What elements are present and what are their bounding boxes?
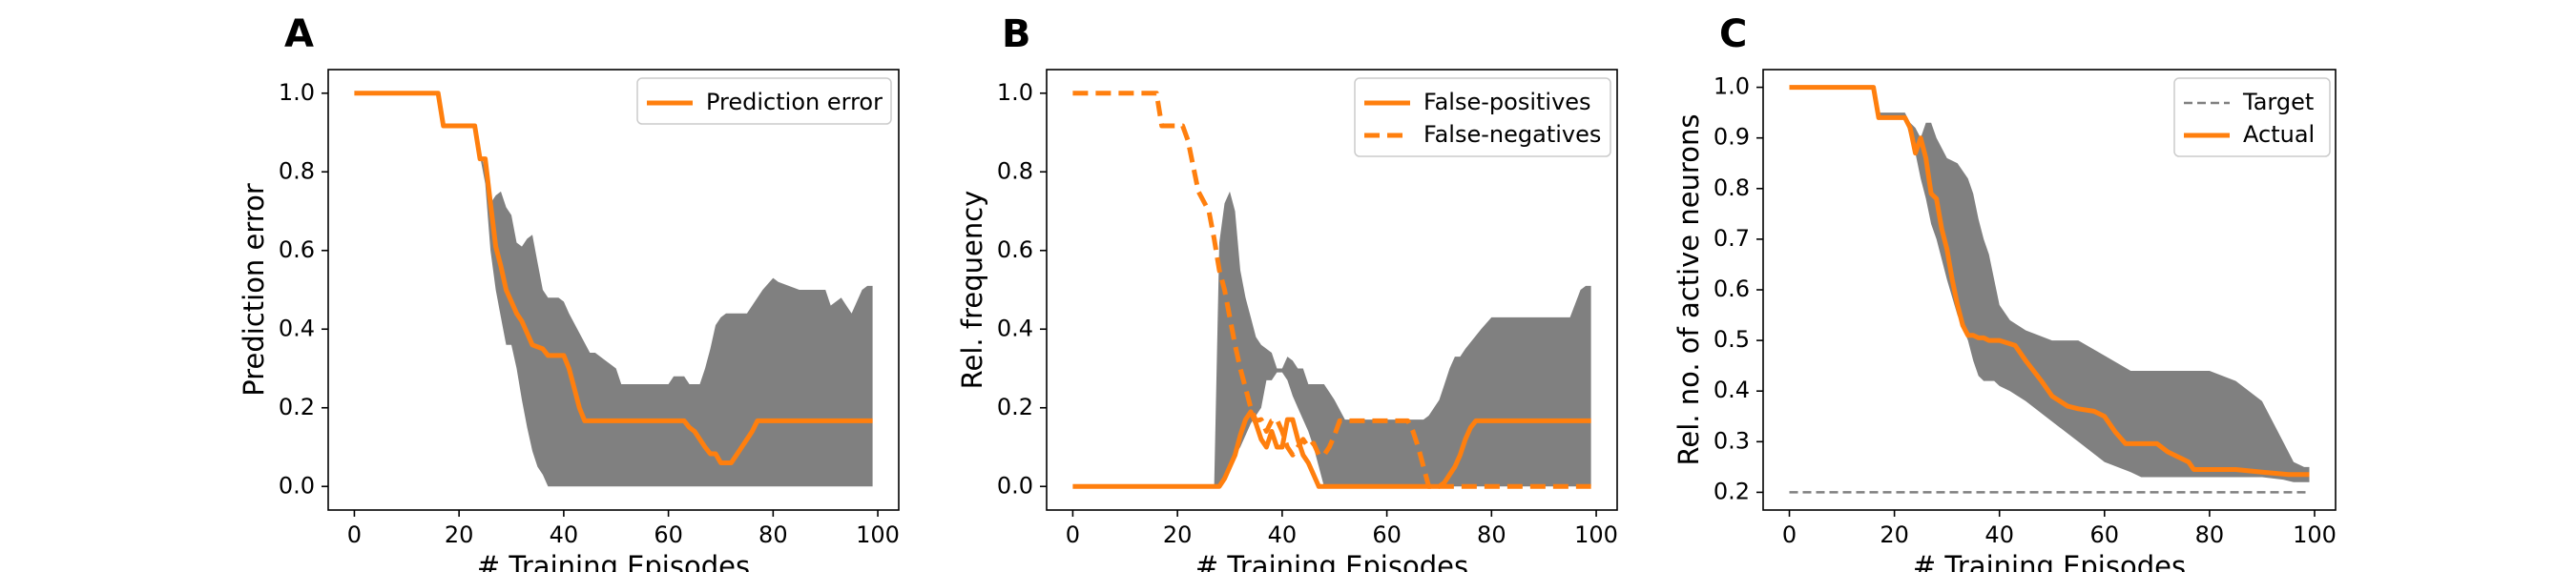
legend-entry: False-negatives <box>1423 121 1601 148</box>
x-tick-label: 20 <box>445 521 474 548</box>
panel-label: A <box>284 12 314 56</box>
legend-box <box>636 77 892 125</box>
y-tick-label: 0.7 <box>1714 225 1750 252</box>
x-tick-label: 100 <box>1574 521 1618 548</box>
panel-label: B <box>1002 12 1031 56</box>
chart-panel-b: B 0 20 40 60 80 100 0.0 0.2 0.4 0.6 0.8 1.0 # Trainin… <box>956 12 1618 572</box>
legend-entry: Target <box>2242 89 2314 115</box>
x-tick-label: 0 <box>347 521 362 548</box>
y-tick-label: 1.0 <box>997 79 1033 106</box>
x-axis-label: # Training Episodes <box>1195 550 1468 572</box>
y-axis-label: Prediction error <box>238 183 270 397</box>
y-tick-label: 0.5 <box>1714 326 1750 353</box>
y-tick-label: 1.0 <box>279 79 315 106</box>
y-tick-label: 0.0 <box>997 472 1033 499</box>
x-tick-label: 20 <box>1163 521 1193 548</box>
x-tick-label: 40 <box>1268 521 1298 548</box>
legend: Target Actual <box>2173 77 2331 157</box>
y-tick-label: 0.4 <box>279 315 315 341</box>
x-tick-label: 20 <box>1880 521 1909 548</box>
x-tick-label: 40 <box>1984 521 2014 548</box>
x-tick-label: 0 <box>1066 521 1080 548</box>
y-tick-label: 0.2 <box>1714 478 1750 504</box>
chart-panel-c: C 0 20 40 60 80 100 0.2 0.3 0.4 0.5 0.6 0.7 0.8 0.9 1.0… <box>1672 12 2337 572</box>
y-tick-label: 0.2 <box>279 394 315 420</box>
y-tick-label: 0.3 <box>1714 427 1750 454</box>
chart-panel-a: A 0 20 40 60 80 100 0.0 0.2 0.4 0.6 0.8 1.0 # Trainin… <box>238 12 900 572</box>
x-tick-label: 60 <box>2090 521 2120 548</box>
x-tick-label: 100 <box>2293 521 2337 548</box>
x-tick-label: 80 <box>758 521 788 548</box>
series-line-actual <box>1789 85 2310 478</box>
x-tick-label: 40 <box>550 521 579 548</box>
x-tick-label: 60 <box>654 521 683 548</box>
y-tick-label: 0.8 <box>279 157 315 184</box>
confidence-band <box>1789 87 2310 482</box>
panel-label: C <box>1719 12 1747 56</box>
legend-box <box>1354 77 1611 157</box>
legend-entry: False-positives <box>1423 89 1591 115</box>
y-tick-label: 0.8 <box>997 157 1033 184</box>
y-tick-label: 0.9 <box>1714 124 1750 151</box>
legend: Prediction error <box>636 77 892 125</box>
series-line-false-positives <box>1072 409 1591 489</box>
y-tick-label: 0.8 <box>1714 174 1750 201</box>
series-line-prediction-error <box>354 91 873 465</box>
legend-entry: Actual <box>2243 121 2315 148</box>
x-axis-label: # Training Episodes <box>1913 550 2186 572</box>
y-tick-label: 0.2 <box>997 394 1033 420</box>
legend-entry: Prediction error <box>706 89 883 115</box>
series-line-false-negatives <box>1072 91 1591 489</box>
confidence-band <box>354 92 873 487</box>
y-tick-label: 0.4 <box>997 315 1033 341</box>
x-tick-label: 60 <box>1372 521 1402 548</box>
y-tick-label: 1.0 <box>1714 73 1750 100</box>
x-tick-label: 80 <box>1477 521 1506 548</box>
y-tick-label: 0.6 <box>279 236 315 263</box>
confidence-band <box>1072 191 1591 487</box>
y-tick-label: 0.6 <box>1714 276 1750 302</box>
axes-frame <box>1046 69 1618 511</box>
x-tick-label: 0 <box>1782 521 1797 548</box>
y-tick-label: 0.4 <box>1714 377 1750 403</box>
y-tick-label: 0.0 <box>279 472 315 499</box>
x-axis-label: # Training Episodes <box>477 550 750 572</box>
x-tick-label: 100 <box>856 521 900 548</box>
x-tick-label: 80 <box>2195 521 2225 548</box>
legend: False-positives False-negatives <box>1354 77 1611 157</box>
y-tick-label: 0.6 <box>997 236 1033 263</box>
y-axis-label: Rel. frequency <box>956 191 988 390</box>
axes-frame <box>327 69 900 511</box>
y-axis-label: Rel. no. of active neurons <box>1672 114 1705 466</box>
